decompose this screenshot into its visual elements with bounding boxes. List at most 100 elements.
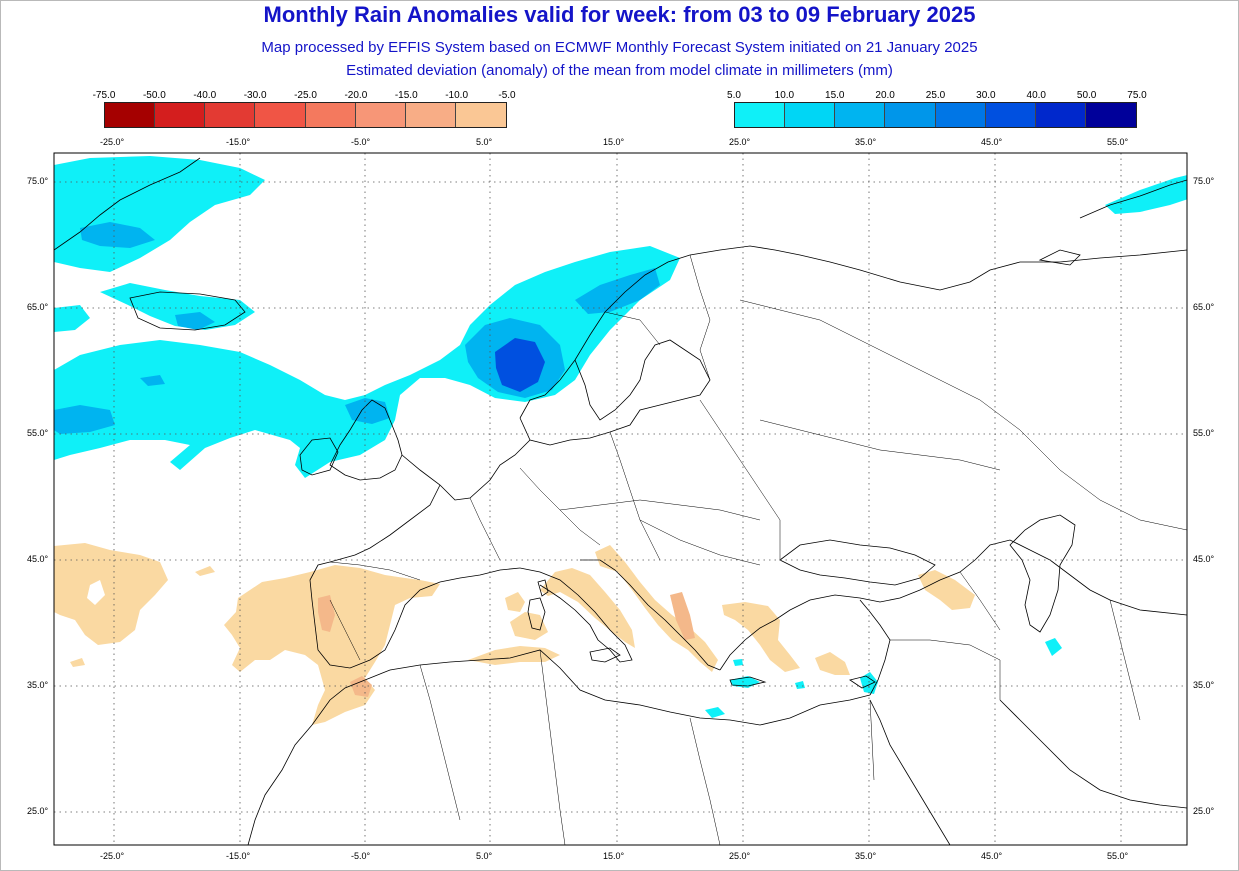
legend-swatch xyxy=(105,103,156,127)
wet-area-iceland-mid xyxy=(175,312,215,330)
legend-swatch xyxy=(785,103,836,127)
map-border xyxy=(53,152,1188,846)
dry-area-iberia xyxy=(224,565,440,725)
legend-swatch xyxy=(255,103,306,127)
lat-tick-label: 65.0° xyxy=(1193,302,1215,312)
legend-label: 40.0 xyxy=(1026,90,1046,101)
lat-tick-label: 45.0° xyxy=(1193,554,1215,564)
coast-sicily xyxy=(589,647,621,663)
graticule xyxy=(54,153,1187,845)
coast-west-africa xyxy=(247,724,313,845)
coast-adriatic xyxy=(580,559,721,671)
dry-area-italy xyxy=(540,568,635,648)
legend-label: -25.0 xyxy=(294,90,317,101)
legend-swatch xyxy=(735,103,786,127)
country-borders xyxy=(329,254,1187,845)
lon-tick-label: -25.0° xyxy=(100,137,125,147)
dry-area-tyrrhenian xyxy=(505,592,525,612)
lat-tick-label: 35.0° xyxy=(1193,680,1215,690)
coast-cyprus xyxy=(849,675,876,689)
dry-area-atlantic-islet xyxy=(87,580,105,605)
coast-crete xyxy=(729,676,767,687)
coast-greece-turkey xyxy=(719,539,1187,671)
coast-scandinavia xyxy=(519,245,1187,419)
coast-black-sea xyxy=(779,539,936,586)
lat-tick-label: 55.0° xyxy=(1193,428,1215,438)
lon-tick-label: -15.0° xyxy=(226,137,251,147)
wet-area-greenland-mid xyxy=(80,222,155,248)
map-subtitle-units: Estimated deviation (anomaly) of the mea… xyxy=(346,62,893,79)
legend-swatch xyxy=(355,103,406,127)
lon-tick-label: -25.0° xyxy=(100,851,125,861)
wet-area-greek xyxy=(733,659,743,666)
legend-swatch xyxy=(305,103,356,127)
map-subtitle-source: Map processed by EFFIS System based on E… xyxy=(261,39,978,56)
wet-area-iberia-west xyxy=(54,305,90,332)
coast-north-africa xyxy=(311,649,871,726)
lon-tick-label: 5.0° xyxy=(476,137,493,147)
legend-swatch xyxy=(1035,103,1086,127)
legend-label: -30.0 xyxy=(243,90,267,101)
wet-area-iceland-sea xyxy=(100,283,255,330)
coast-caspian xyxy=(1009,514,1076,633)
legend-label: 15.0 xyxy=(825,90,845,101)
lon-tick-label: 35.0° xyxy=(855,851,877,861)
coast-svalbard xyxy=(1079,179,1187,219)
lat-tick-label: 25.0° xyxy=(1193,806,1215,816)
lat-tick-label: 55.0° xyxy=(27,428,49,438)
coast-france-iberia xyxy=(309,484,521,669)
legend-swatch xyxy=(1085,103,1136,127)
wet-area-atlantic-mid xyxy=(54,405,115,434)
legend_wet-bar xyxy=(734,102,1137,128)
dry-area-atlantic-west xyxy=(54,543,168,645)
legend-wet-colorbar: 5.0 10.0 15.0 20.0 25.0 30.0 40.0 50.0 75.0 xyxy=(727,90,1147,130)
legend-label: 25.0 xyxy=(925,90,946,101)
legend-swatch xyxy=(455,103,506,127)
legend-label: -5.0 xyxy=(498,90,516,101)
lat-tick-label: 65.0° xyxy=(27,302,49,312)
legend_dry-bar xyxy=(104,102,507,128)
lon-tick-label: -5.0° xyxy=(351,137,371,147)
dry-area-caucasus xyxy=(918,570,975,610)
legend-swatch xyxy=(205,103,256,127)
legend-label: 30.0 xyxy=(976,90,996,101)
wet-area-scandinavia-mid xyxy=(575,268,660,314)
legend-swatch xyxy=(155,103,206,127)
lon-tick-label: 25.0° xyxy=(729,851,751,861)
legend-label: -10.0 xyxy=(445,90,469,101)
lon-tick-label: 45.0° xyxy=(981,851,1003,861)
wet-area-norway-core xyxy=(495,338,545,392)
legend-swatch xyxy=(985,103,1036,127)
wet-area-rhodes xyxy=(795,681,805,689)
legend-label: -75.0 xyxy=(92,90,116,101)
lon-tick-label: 55.0° xyxy=(1107,137,1129,147)
coast-iceland xyxy=(129,291,246,331)
lon-tick-label: 25.0° xyxy=(729,137,751,147)
legend-label: -15.0 xyxy=(394,90,418,101)
dry-area-azores-2 xyxy=(70,658,85,667)
lon-tick-label: 45.0° xyxy=(981,137,1003,147)
lon-tick-label: 35.0° xyxy=(855,137,877,147)
lon-tick-label: 15.0° xyxy=(603,851,625,861)
lon-tick-label: 5.0° xyxy=(476,851,493,861)
dry-area-sardinia xyxy=(510,612,548,640)
legend-label: 5.0 xyxy=(727,90,741,101)
wet-anomaly-areas xyxy=(54,156,1187,718)
coastlines xyxy=(54,157,1187,845)
coast-italy xyxy=(519,567,633,663)
lat-tick-label: 75.0° xyxy=(1193,176,1215,186)
map-title: Monthly Rain Anomalies valid for week: f… xyxy=(263,2,976,27)
dry-anomaly-areas xyxy=(54,543,975,725)
dry-area-morocco-core xyxy=(350,676,372,697)
coast-corsica xyxy=(537,579,549,597)
coast-sardinia xyxy=(527,597,546,631)
coast-novaya xyxy=(1038,249,1081,266)
legend-dry-colorbar: -75.0 -50.0 -40.0 -30.0 -25.0 -20.0 -15.0 -10.0… xyxy=(93,90,516,130)
lon-tick-label: -15.0° xyxy=(226,851,251,861)
lat-tick-label: 35.0° xyxy=(27,680,49,690)
wet-area-libya xyxy=(705,707,725,718)
legend-label: 10.0 xyxy=(774,90,795,101)
dry-area-turkey-south xyxy=(815,652,850,675)
legend-label: 20.0 xyxy=(875,90,895,101)
legend-label: -50.0 xyxy=(142,90,166,101)
